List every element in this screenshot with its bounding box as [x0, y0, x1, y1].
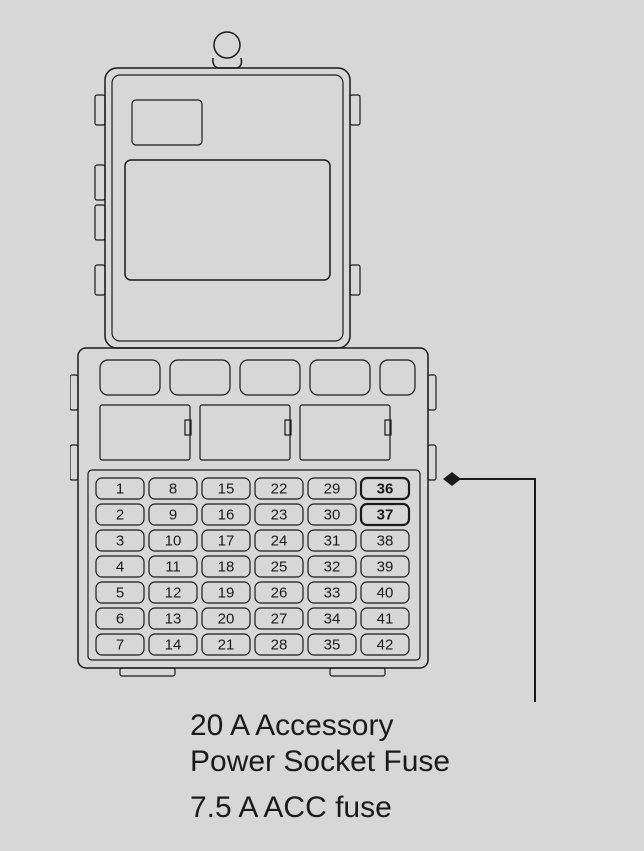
- fusebox-diagram: 1234567891011121314151617181920212223242…: [70, 30, 450, 680]
- fuse-label-19: 19: [218, 584, 235, 601]
- fuse-label-40: 40: [377, 584, 394, 601]
- fuse-label-24: 24: [271, 532, 288, 549]
- callout-line-2: Power Socket Fuse: [190, 744, 630, 780]
- callouts: 20 A Accessory Power Socket Fuse 7.5 A A…: [190, 708, 630, 826]
- fuse-label-36: 36: [377, 480, 394, 497]
- fuse-label-34: 34: [324, 610, 341, 627]
- fuse-grid: 1234567891011121314151617181920212223242…: [96, 478, 409, 655]
- fuse-label-14: 14: [165, 636, 182, 653]
- fuse-label-7: 7: [116, 636, 124, 653]
- fuse-label-11: 11: [165, 558, 181, 575]
- lower-body: 1234567891011121314151617181920212223242…: [70, 348, 436, 676]
- fuse-label-32: 32: [324, 558, 341, 575]
- fuse-label-18: 18: [218, 558, 235, 575]
- mounting-ring: [213, 32, 242, 68]
- upper-body: [95, 68, 360, 348]
- fuse-label-28: 28: [271, 636, 288, 653]
- fusebox-svg: 1234567891011121314151617181920212223242…: [70, 30, 450, 680]
- fuse-label-29: 29: [324, 480, 341, 497]
- fuse-label-25: 25: [271, 558, 288, 575]
- fuse-label-9: 9: [169, 506, 177, 523]
- fuse-label-6: 6: [116, 610, 124, 627]
- fuse-label-3: 3: [116, 532, 124, 549]
- fuse-label-37: 37: [377, 506, 394, 523]
- fuse-label-8: 8: [169, 480, 177, 497]
- fuse-label-38: 38: [377, 532, 394, 549]
- fuse-label-15: 15: [218, 480, 235, 497]
- fuse-label-23: 23: [271, 506, 288, 523]
- fuse-label-16: 16: [218, 506, 235, 523]
- fuse-label-42: 42: [377, 636, 394, 653]
- fuse-label-22: 22: [271, 480, 288, 497]
- fuse-label-33: 33: [324, 584, 341, 601]
- fuse-label-13: 13: [165, 610, 182, 627]
- fuse-label-5: 5: [116, 584, 124, 601]
- fuse-label-31: 31: [324, 532, 341, 549]
- fuse-label-10: 10: [165, 532, 182, 549]
- fuse-label-39: 39: [377, 558, 394, 575]
- fuse-label-2: 2: [116, 506, 124, 523]
- fuse-label-30: 30: [324, 506, 341, 523]
- fuse-label-1: 1: [116, 480, 124, 497]
- callout-line-1: 20 A Accessory: [190, 708, 630, 744]
- fuse-label-35: 35: [324, 636, 341, 653]
- fuse-label-12: 12: [165, 584, 182, 601]
- fuse-label-21: 21: [218, 636, 235, 653]
- fuse-label-26: 26: [271, 584, 288, 601]
- fuse-label-17: 17: [218, 532, 235, 549]
- fuse-label-20: 20: [218, 610, 235, 627]
- fuse-label-41: 41: [377, 610, 394, 627]
- callout-line-3: 7.5 A ACC fuse: [190, 790, 630, 826]
- fuse-label-27: 27: [271, 610, 288, 627]
- fuse-label-4: 4: [116, 558, 124, 575]
